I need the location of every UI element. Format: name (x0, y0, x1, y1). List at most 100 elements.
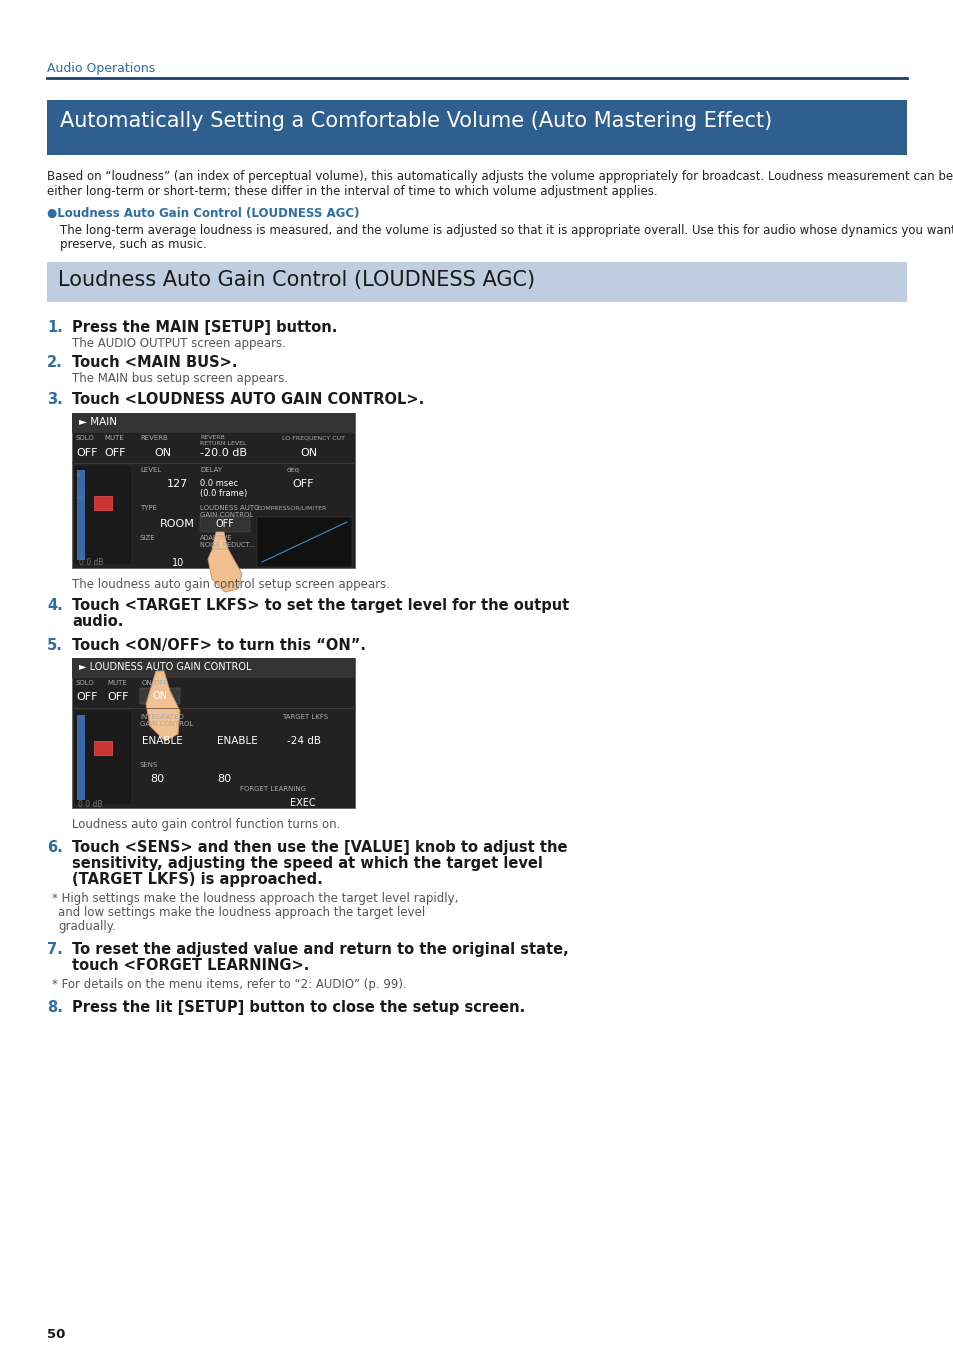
Text: (TARGET LKFS) is approached.: (TARGET LKFS) is approached. (71, 872, 322, 887)
Text: OFF: OFF (104, 448, 126, 458)
Text: 1.: 1. (47, 320, 63, 335)
Text: Touch <SENS> and then use the [VALUE] knob to adjust the: Touch <SENS> and then use the [VALUE] kn… (71, 840, 567, 855)
Text: 0.0 msec
(0.0 frame): 0.0 msec (0.0 frame) (200, 479, 247, 498)
Text: ROOM: ROOM (160, 518, 194, 529)
Text: sensitivity, adjusting the speed at which the target level: sensitivity, adjusting the speed at whic… (71, 856, 542, 871)
Text: ●Loudness Auto Gain Control (LOUDNESS AGC): ●Loudness Auto Gain Control (LOUDNESS AG… (47, 207, 359, 220)
Text: ADAPTIVE
NOISE REDUCT...: ADAPTIVE NOISE REDUCT... (200, 535, 255, 548)
Text: To reset the adjusted value and return to the original state,: To reset the adjusted value and return t… (71, 942, 568, 957)
Text: 10: 10 (172, 558, 184, 568)
FancyBboxPatch shape (71, 413, 355, 433)
Text: MUTE: MUTE (104, 435, 124, 441)
Text: * High settings make the loudness approach the target level rapidly,: * High settings make the loudness approa… (52, 892, 457, 904)
Text: 6.: 6. (47, 840, 63, 855)
Text: audio.: audio. (71, 614, 123, 629)
Text: ON: ON (153, 448, 171, 458)
Text: ON/OFF: ON/OFF (142, 680, 168, 686)
Text: 50: 50 (47, 1328, 66, 1341)
Text: OFF: OFF (107, 693, 129, 702)
Text: LOUDNESS AUTO
GAIN CONTROL: LOUDNESS AUTO GAIN CONTROL (200, 505, 259, 518)
Text: Loudness Auto Gain Control (LOUDNESS AGC): Loudness Auto Gain Control (LOUDNESS AGC… (58, 270, 535, 290)
Text: DELAY: DELAY (200, 467, 222, 472)
FancyBboxPatch shape (256, 517, 352, 567)
FancyBboxPatch shape (74, 464, 132, 566)
Text: SOLO: SOLO (76, 435, 94, 441)
Text: touch <FORGET LEARNING>.: touch <FORGET LEARNING>. (71, 958, 309, 973)
Text: 5.: 5. (47, 639, 63, 653)
Text: The MAIN bus setup screen appears.: The MAIN bus setup screen appears. (71, 373, 288, 385)
Text: deq: deq (287, 467, 299, 472)
Text: ENABLE: ENABLE (142, 736, 183, 747)
Text: -10: -10 (76, 495, 85, 500)
Text: Touch <TARGET LKFS> to set the target level for the output: Touch <TARGET LKFS> to set the target le… (71, 598, 569, 613)
FancyBboxPatch shape (71, 657, 355, 678)
Text: REVERB
RETURN LEVEL: REVERB RETURN LEVEL (200, 435, 246, 446)
Text: OFF: OFF (292, 479, 314, 489)
Text: -6: -6 (76, 472, 81, 478)
FancyBboxPatch shape (47, 100, 906, 155)
Text: EXEC: EXEC (290, 798, 315, 809)
Text: ► MAIN: ► MAIN (79, 417, 117, 427)
FancyBboxPatch shape (77, 470, 85, 560)
Text: MUTE: MUTE (107, 680, 127, 686)
Text: Touch <ON/OFF> to turn this “ON”.: Touch <ON/OFF> to turn this “ON”. (71, 639, 366, 653)
Text: Touch <MAIN BUS>.: Touch <MAIN BUS>. (71, 355, 237, 370)
Text: -24 dB: -24 dB (287, 736, 320, 747)
Text: 0.0 dB: 0.0 dB (79, 558, 103, 567)
Text: The loudness auto gain control setup screen appears.: The loudness auto gain control setup scr… (71, 578, 390, 591)
Text: REVERB: REVERB (140, 435, 168, 441)
Text: LEVEL: LEVEL (140, 467, 161, 472)
Text: Press the lit [SETUP] button to close the setup screen.: Press the lit [SETUP] button to close th… (71, 1000, 525, 1015)
Text: LO FREQUENCY CUT: LO FREQUENCY CUT (282, 435, 345, 440)
Text: Press the MAIN [SETUP] button.: Press the MAIN [SETUP] button. (71, 320, 337, 335)
Text: Automatically Setting a Comfortable Volume (Auto Mastering Effect): Automatically Setting a Comfortable Volu… (60, 111, 771, 131)
Text: preserve, such as music.: preserve, such as music. (60, 238, 207, 251)
FancyBboxPatch shape (71, 413, 355, 568)
Text: OFF: OFF (76, 693, 97, 702)
Text: Touch <LOUDNESS AUTO GAIN CONTROL>.: Touch <LOUDNESS AUTO GAIN CONTROL>. (71, 392, 424, 406)
Text: COMPRESSOR/LIMITER: COMPRESSOR/LIMITER (256, 505, 327, 510)
Text: 2.: 2. (47, 355, 63, 370)
Text: ON: ON (299, 448, 316, 458)
Text: 127: 127 (167, 479, 188, 489)
Text: ENABLE: ENABLE (216, 736, 257, 747)
Text: and low settings make the loudness approach the target level: and low settings make the loudness appro… (58, 906, 425, 919)
Text: OFF: OFF (215, 518, 234, 529)
Text: Audio Operations: Audio Operations (47, 62, 155, 76)
Polygon shape (208, 532, 242, 593)
Text: SOLO: SOLO (76, 680, 94, 686)
Text: 0.0 dB: 0.0 dB (78, 801, 102, 809)
Text: Based on “loudness” (an index of perceptual volume), this automatically adjusts : Based on “loudness” (an index of percept… (47, 170, 952, 184)
Text: SIZE: SIZE (140, 535, 155, 541)
FancyBboxPatch shape (200, 516, 250, 532)
Text: The long-term average loudness is measured, and the volume is adjusted so that i: The long-term average loudness is measur… (60, 224, 953, 238)
Text: Loudness auto gain control function turns on.: Loudness auto gain control function turn… (71, 818, 340, 832)
FancyBboxPatch shape (94, 741, 112, 755)
FancyBboxPatch shape (77, 716, 85, 801)
FancyBboxPatch shape (94, 495, 112, 510)
FancyBboxPatch shape (74, 710, 132, 805)
Text: The AUDIO OUTPUT screen appears.: The AUDIO OUTPUT screen appears. (71, 338, 286, 350)
Text: 80: 80 (150, 774, 164, 784)
Text: 80: 80 (216, 774, 231, 784)
Text: SENS: SENS (140, 761, 158, 768)
Text: OFF: OFF (76, 448, 97, 458)
Text: FORGET LEARNING: FORGET LEARNING (240, 786, 306, 792)
FancyBboxPatch shape (47, 262, 906, 302)
Text: either long-term or short-term; these differ in the interval of time to which vo: either long-term or short-term; these di… (47, 185, 657, 198)
Text: TARGET LKFS: TARGET LKFS (282, 714, 328, 720)
Text: gradually.: gradually. (58, 919, 115, 933)
Text: INTEGRATED
GAIN CONTROL: INTEGRATED GAIN CONTROL (140, 714, 193, 728)
Text: 3.: 3. (47, 392, 63, 406)
Text: 4.: 4. (47, 598, 63, 613)
FancyBboxPatch shape (71, 657, 355, 809)
Polygon shape (146, 671, 180, 741)
Polygon shape (212, 532, 228, 549)
Text: -20.0 dB: -20.0 dB (200, 448, 247, 458)
Text: ON: ON (152, 691, 168, 701)
Text: ► LOUDNESS AUTO GAIN CONTROL: ► LOUDNESS AUTO GAIN CONTROL (79, 662, 252, 672)
FancyBboxPatch shape (140, 688, 180, 703)
Text: * For details on the menu items, refer to “2: AUDIO” (p. 99).: * For details on the menu items, refer t… (52, 977, 406, 991)
Text: TYPE: TYPE (140, 505, 157, 512)
Text: 8.: 8. (47, 1000, 63, 1015)
